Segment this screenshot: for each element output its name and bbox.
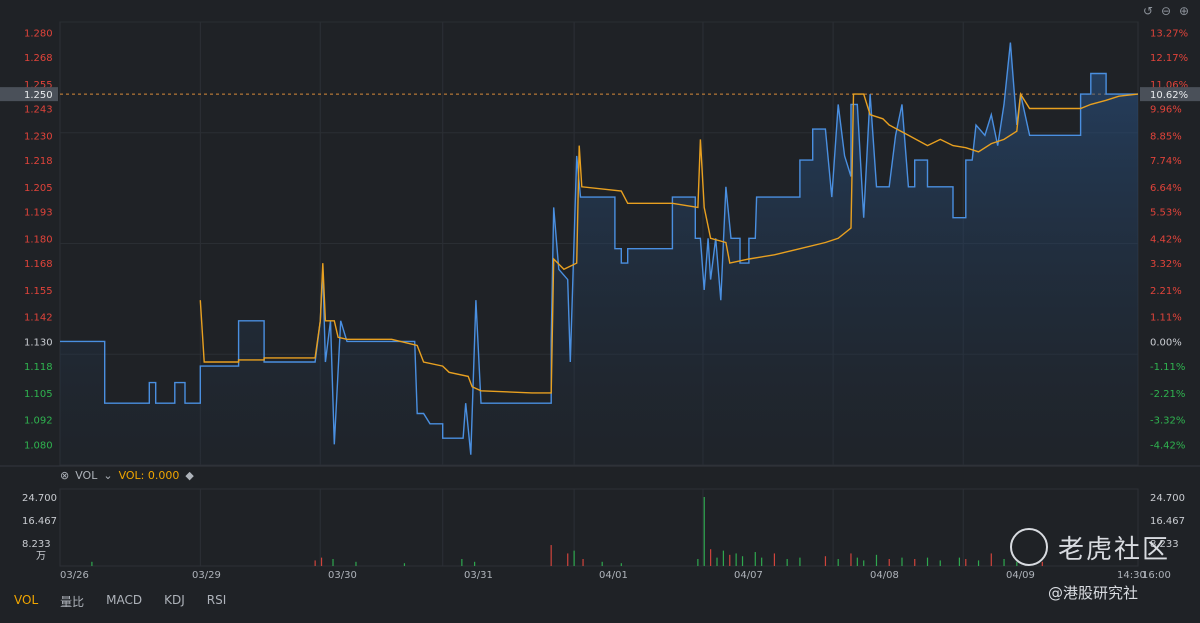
pct-tick-label: -3.32%	[1150, 416, 1185, 427]
watermark-subtitle: @港股研究社	[1048, 584, 1139, 602]
tab-rsi[interactable]: RSI	[206, 593, 227, 607]
pct-tick-label: 4.42%	[1150, 234, 1182, 245]
price-tick-label: 1.105	[24, 389, 53, 400]
x-tick-label: 03/29	[192, 570, 221, 581]
pct-tick-label: 0.00%	[1150, 337, 1182, 348]
pct-tick-label: 11.06%	[1150, 80, 1188, 91]
price-tick-label: 1.243	[24, 105, 53, 116]
price-tick-label: 1.092	[24, 416, 53, 427]
pct-tick-label: 3.32%	[1150, 259, 1182, 270]
reset-icon[interactable]: ↺	[1143, 4, 1154, 18]
tab-volume-ratio[interactable]: 量比	[60, 595, 85, 609]
price-area	[60, 42, 1138, 465]
pct-tick-label: 10.62%	[1150, 90, 1188, 101]
chevron-down-icon[interactable]: ⌄	[103, 469, 113, 482]
pct-tick-label: 8.85%	[1150, 131, 1182, 142]
price-tick-label: 1.280	[24, 28, 53, 39]
x-tick-label: 03/26	[60, 570, 89, 581]
price-tick-label: 1.080	[24, 440, 53, 451]
zoom-in-icon[interactable]: ⊕	[1179, 4, 1190, 18]
price-tick-label: 1.255	[24, 80, 53, 91]
price-tick-label: 1.268	[24, 53, 53, 64]
x-tick-label: 16:00	[1142, 570, 1171, 581]
pct-tick-label: -2.21%	[1150, 389, 1185, 400]
price-tick-label: 1.230	[24, 131, 53, 142]
price-tick-label: 1.218	[24, 156, 53, 167]
price-tick-label: 1.142	[24, 313, 53, 324]
volume-label: VOL	[75, 469, 98, 482]
tab-macd[interactable]: MACD	[106, 593, 143, 607]
watermark: 老虎社区	[1010, 528, 1170, 566]
pct-highlight-box	[1140, 87, 1200, 102]
pct-tick-label: 5.53%	[1150, 208, 1182, 219]
volume-tick-label: 24.700	[22, 493, 57, 504]
volume-value: VOL: 0.000	[118, 469, 180, 482]
diamond-icon: ◆	[185, 469, 194, 482]
price-tick-label: 1.130	[24, 337, 53, 348]
price-tick-label: 1.205	[24, 183, 53, 194]
volume-frame	[59, 488, 1139, 567]
tab-vol[interactable]: VOL	[14, 593, 39, 607]
x-tick-label: 04/09	[1006, 570, 1035, 581]
price-tick-label: 1.155	[24, 286, 53, 297]
pct-tick-label: 7.74%	[1150, 156, 1182, 167]
volume-tick-label: 8.233	[22, 539, 51, 550]
close-icon[interactable]: ⊗	[60, 469, 70, 482]
tab-kdj[interactable]: KDJ	[164, 593, 185, 607]
x-tick-label: 04/08	[870, 570, 899, 581]
indicator-tabs: VOL 量比 MACD KDJ RSI	[14, 593, 226, 610]
pct-tick-label: -1.11%	[1150, 362, 1185, 373]
pct-tick-label: 1.11%	[1150, 313, 1182, 324]
x-tick-label: 03/31	[464, 570, 493, 581]
pct-tick-label: 6.64%	[1150, 183, 1182, 194]
average-line	[199, 91, 1139, 394]
price-highlight-box	[0, 87, 58, 102]
x-tick-label: 14:30	[1117, 570, 1146, 581]
x-tick-label: 04/07	[734, 570, 763, 581]
price-tick-label: 1.193	[24, 208, 53, 219]
price-tick-label: 1.168	[24, 259, 53, 270]
pct-tick-label: 12.17%	[1150, 53, 1188, 64]
pct-tick-label: 2.21%	[1150, 286, 1182, 297]
price-tick-label: 1.118	[24, 362, 53, 373]
volume-tick-label-right: 8.233	[1150, 539, 1179, 550]
volume-tick-label: 16.467	[22, 516, 57, 527]
volume-tick-label-right: 24.700	[1150, 493, 1185, 504]
volume-unit: 万	[36, 551, 46, 562]
pct-tick-label: 9.96%	[1150, 105, 1182, 116]
volume-tick-label-right: 16.467	[1150, 516, 1185, 527]
zoom-out-icon[interactable]: ⊖	[1161, 4, 1172, 18]
x-tick-label: 03/30	[328, 570, 357, 581]
volume-header: ⊗ VOL ⌄ VOL: 0.000 ◆	[60, 469, 194, 482]
price-tick-label: 1.180	[24, 234, 53, 245]
price-tick-label: 1.250	[24, 90, 53, 101]
watermark-title: 老虎社区	[1058, 534, 1171, 565]
pct-tick-label: 13.27%	[1150, 28, 1188, 39]
x-tick-label: 04/01	[599, 570, 628, 581]
pct-tick-label: -4.42%	[1150, 440, 1185, 451]
tiger-logo-icon	[1010, 528, 1048, 566]
